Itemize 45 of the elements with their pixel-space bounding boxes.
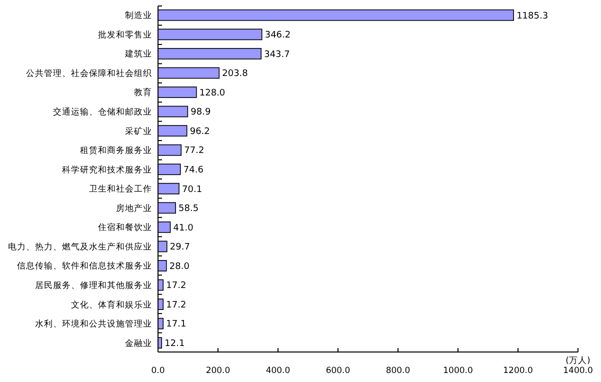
data-label: 28.0 bbox=[169, 262, 190, 272]
y-tick-label: 水利、环境和公共设施管理业 bbox=[35, 318, 152, 330]
y-tick-label: 信息传输、软件和信息技术服务业 bbox=[17, 260, 152, 272]
data-label: 74.6 bbox=[183, 166, 204, 176]
data-label: 70.1 bbox=[182, 184, 202, 195]
data-label: 96.2 bbox=[190, 126, 210, 137]
x-tick-label: 600.0 bbox=[326, 366, 350, 376]
x-tick-label: 200.0 bbox=[206, 366, 230, 376]
y-tick-label: 建筑业 bbox=[124, 48, 152, 60]
y-tick-label: 批发和零售业 bbox=[98, 29, 152, 40]
x-tick-label: 800.0 bbox=[386, 366, 410, 376]
y-tick-label: 交通运输、仓储和邮政业 bbox=[53, 106, 152, 118]
data-label: 58.5 bbox=[178, 204, 199, 214]
x-axis-title: (万人) bbox=[566, 355, 590, 366]
data-label: 203.8 bbox=[222, 69, 248, 80]
y-tick-label: 金融业 bbox=[125, 338, 152, 349]
data-label: 346.2 bbox=[264, 30, 291, 41]
data-label: 17.1 bbox=[166, 320, 186, 330]
y-tick-label: 居民服务、修理和其他服务业 bbox=[35, 280, 152, 291]
x-tick-label: 1400.0 bbox=[563, 366, 593, 376]
y-tick-label: 租赁和商务服务业 bbox=[80, 145, 152, 156]
data-label: 12.1 bbox=[164, 338, 185, 349]
y-tick-label: 文化、体育和娱乐业 bbox=[71, 299, 152, 310]
x-tick-label: 0.0 bbox=[151, 366, 165, 376]
x-tick-label: 1200.0 bbox=[503, 366, 533, 376]
data-label: 1185.3 bbox=[516, 11, 548, 22]
data-label: 77.2 bbox=[184, 146, 204, 156]
data-label: 17.2 bbox=[166, 281, 186, 292]
y-tick-label: 卫生和社会工作 bbox=[89, 184, 152, 195]
y-tick-label: 采矿业 bbox=[125, 126, 152, 137]
data-label: 41.0 bbox=[173, 223, 194, 234]
y-tick-label: 房地产业 bbox=[116, 202, 152, 214]
y-tick-label: 科学研究和技术服务业 bbox=[62, 164, 152, 176]
data-label: 343.7 bbox=[264, 50, 290, 60]
y-tick-label: 住宿和餐饮业 bbox=[98, 222, 152, 234]
data-label: 128.0 bbox=[199, 88, 226, 98]
y-tick-label: 制造业 bbox=[125, 10, 152, 22]
data-label: 98.9 bbox=[190, 108, 211, 118]
data-label: 29.7 bbox=[170, 242, 190, 253]
x-tick-label: 400.0 bbox=[266, 366, 290, 376]
data-label: 17.2 bbox=[166, 300, 186, 310]
y-tick-label: 教育 bbox=[134, 87, 152, 98]
y-tick-label: 电力、热力、燃气及水生产和供应业 bbox=[8, 241, 152, 252]
x-tick-label: 1000.0 bbox=[443, 366, 473, 376]
y-tick-label: 公共管理、社会保障和社会组织 bbox=[26, 68, 152, 79]
